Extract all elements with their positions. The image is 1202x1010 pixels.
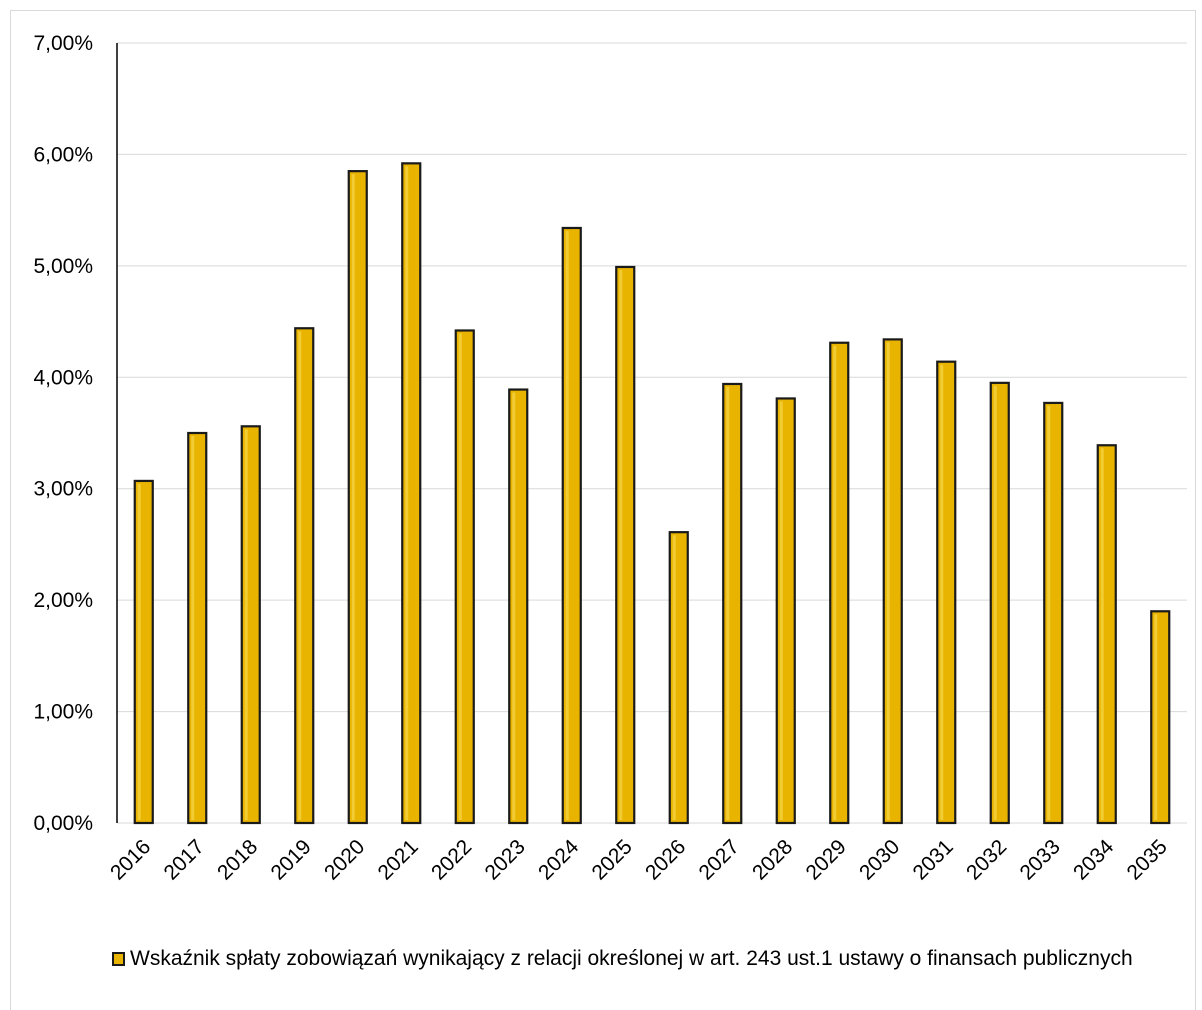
bar: [615, 265, 636, 825]
y-tick-label: 1,00%: [33, 701, 93, 724]
bar: [1043, 401, 1064, 825]
bar: [882, 338, 903, 825]
bar: [401, 162, 422, 825]
bar: [775, 397, 796, 825]
legend-label: Wskaźnik spłaty zobowiązań wynikający z …: [130, 947, 1133, 970]
bar-highlight: [565, 230, 569, 820]
y-tick-label: 3,00%: [33, 478, 93, 501]
bar: [187, 431, 208, 825]
x-tick-label: 2021: [373, 835, 422, 884]
bar-highlight: [619, 269, 623, 820]
x-tick-label: 2028: [748, 835, 797, 884]
bar-highlight: [1047, 405, 1051, 820]
bar-highlight: [940, 364, 944, 820]
bar-highlight: [726, 386, 730, 820]
bar: [989, 381, 1010, 825]
bar-highlight: [458, 333, 462, 820]
bar: [1096, 444, 1117, 825]
x-tick-label: 2019: [266, 835, 315, 884]
bar: [133, 479, 154, 825]
x-tick-label: 2035: [1122, 835, 1171, 884]
x-tick-label: 2025: [587, 835, 636, 884]
bar: [347, 170, 368, 825]
bar-highlight: [191, 436, 195, 820]
bar: [668, 531, 689, 825]
x-tick-label: 2027: [694, 835, 743, 884]
y-tick-label: 5,00%: [33, 255, 93, 278]
x-tick-label: 2023: [480, 835, 529, 884]
bar-highlight: [833, 345, 837, 820]
bar: [561, 226, 582, 825]
x-tick-label: 2029: [801, 835, 850, 884]
bar-highlight: [405, 166, 409, 821]
y-tick-label: 6,00%: [33, 143, 93, 166]
bar: [722, 382, 743, 825]
y-tick-label: 0,00%: [33, 812, 93, 835]
bar: [1150, 610, 1171, 825]
bar-highlight: [351, 174, 355, 821]
bar-highlight: [137, 483, 141, 820]
bar: [294, 327, 315, 825]
x-tick-label: 2033: [1015, 835, 1064, 884]
x-tick-label: 2031: [908, 835, 957, 884]
bar: [240, 425, 261, 825]
y-tick-label: 4,00%: [33, 366, 93, 389]
bar-highlight: [886, 342, 890, 820]
y-tick-label: 2,00%: [33, 589, 93, 612]
y-tick-labels: 0,00% 1,00% 2,00% 3,00% 4,00% 5,00% 6,00% 7,00%: [33, 32, 93, 835]
bar-chart: 0,00% 1,00% 2,00% 3,00% 4,00% 5,00% 6,00% 7,00%…: [33, 32, 1187, 885]
bar-highlight: [244, 429, 248, 820]
x-tick-label: 2026: [641, 835, 690, 884]
x-tick-label: 2030: [855, 835, 904, 884]
bars: [133, 162, 1171, 825]
bar: [454, 329, 475, 825]
bar: [508, 388, 529, 825]
legend-swatch: [112, 952, 125, 966]
y-tick-label: 7,00%: [33, 32, 93, 55]
bar-highlight: [512, 392, 516, 820]
gridlines: [117, 42, 1187, 824]
bar: [829, 341, 850, 825]
bar-highlight: [1154, 614, 1158, 820]
bar: [936, 360, 957, 825]
bar-highlight: [993, 385, 997, 820]
chart-frame: [10, 10, 1196, 1010]
x-tick-label: 2017: [159, 835, 208, 884]
x-tick-label: 2016: [106, 835, 155, 884]
x-tick-labels: 2016 2017 2018 2019 2020 2021 2022 2023 2024 2025…: [106, 835, 1172, 885]
x-tick-label: 2034: [1069, 835, 1119, 885]
x-tick-label: 2022: [427, 835, 476, 884]
legend: Wskaźnik spłaty zobowiązań wynikający z …: [112, 944, 1172, 973]
x-tick-label: 2020: [320, 835, 369, 884]
x-tick-label: 2032: [962, 835, 1011, 884]
x-tick-label: 2024: [534, 835, 584, 885]
bar-highlight: [779, 401, 783, 820]
bar-highlight: [672, 535, 676, 820]
x-tick-label: 2018: [213, 835, 262, 884]
bar-highlight: [298, 331, 302, 820]
bar-highlight: [1100, 448, 1104, 820]
